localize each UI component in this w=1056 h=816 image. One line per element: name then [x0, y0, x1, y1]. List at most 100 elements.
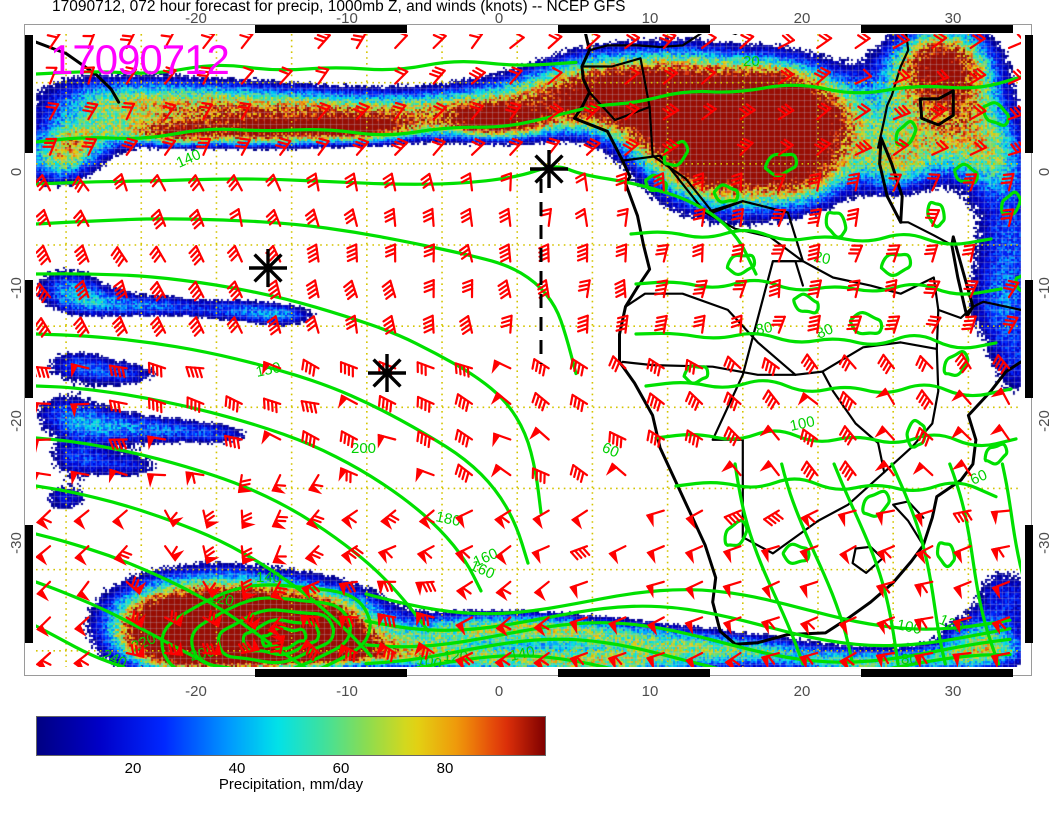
- wind-barb: [730, 314, 743, 334]
- wind-barb: [112, 315, 128, 337]
- date-stamp: 17090712: [50, 36, 230, 83]
- wind-barb: [352, 137, 370, 156]
- wind-barb: [226, 280, 243, 302]
- wind-barb: [278, 66, 293, 85]
- wind-barb: [261, 360, 282, 376]
- wind-barb: [721, 460, 742, 477]
- wind-barb: [74, 279, 90, 301]
- wind-barb: [226, 316, 243, 334]
- x-tick-top-4: 20: [793, 10, 811, 27]
- wind-barb: [306, 243, 320, 263]
- wind-barb: [576, 314, 589, 334]
- wind-barb: [874, 425, 896, 441]
- wind-barb: [108, 399, 128, 413]
- wind-barb: [71, 175, 90, 193]
- wind-barb: [346, 243, 358, 263]
- wind-barb: [813, 66, 831, 85]
- wind-barb: [121, 137, 138, 156]
- wind-barb: [339, 430, 358, 449]
- wind-barb: [990, 509, 1011, 526]
- wind-barb: [224, 395, 243, 413]
- wind-barb: [202, 610, 223, 628]
- wind-barb: [416, 611, 435, 627]
- wind-barb: [569, 358, 589, 377]
- wind-barb: [759, 459, 780, 477]
- wind-barb: [991, 616, 1011, 635]
- wind-barb: [533, 651, 550, 667]
- wind-barb: [377, 395, 397, 413]
- wind-barb: [505, 101, 522, 121]
- wind-barb: [532, 509, 550, 530]
- wind-barb: [470, 137, 486, 156]
- wind-barb: [202, 509, 220, 529]
- contour-label: 150: [254, 359, 282, 381]
- wind-barb: [45, 66, 58, 85]
- wind-barb: [807, 314, 821, 334]
- wind-barb: [892, 68, 911, 85]
- y-tick-left-0: 0: [8, 167, 25, 177]
- wind-barb: [125, 610, 146, 628]
- wind-barb: [700, 66, 717, 85]
- wind-barb: [653, 314, 668, 334]
- wind-barb: [304, 545, 324, 566]
- wind-barb: [684, 358, 704, 375]
- wind-barb: [816, 102, 832, 121]
- wind-barb: [577, 279, 591, 299]
- wind-barb: [875, 509, 896, 527]
- colorbar-tick-0: 20: [124, 760, 142, 777]
- wind-barb: [771, 244, 786, 263]
- wind-barb: [490, 463, 512, 478]
- wind-barb: [376, 580, 397, 595]
- wind-barb: [316, 102, 331, 121]
- wind-barb: [162, 66, 177, 85]
- x-tick-top-5: 30: [944, 10, 962, 27]
- wind-barb: [876, 616, 896, 635]
- wind-barb: [583, 137, 601, 156]
- wind-barb: [692, 172, 705, 192]
- wind-barb: [262, 397, 282, 414]
- ruler-segment-bottom: [255, 669, 407, 677]
- wind-barb: [270, 635, 286, 655]
- wind-barb: [952, 616, 972, 634]
- wind-barb: [961, 243, 976, 263]
- wind-barb: [490, 391, 512, 405]
- wind-barb: [797, 391, 819, 406]
- wind-barb: [912, 461, 934, 477]
- x-tick-bottom-2: 0: [494, 683, 504, 700]
- wind-barb: [653, 172, 665, 192]
- wind-barb: [497, 279, 512, 300]
- x-tick-bottom-3: 10: [641, 683, 659, 700]
- wind-barb: [42, 137, 58, 156]
- wind-barb: [455, 616, 474, 636]
- ruler-segment-right: [1025, 525, 1033, 643]
- wind-barb: [394, 66, 409, 85]
- contour-label: 140: [256, 569, 281, 586]
- wind-barb: [149, 245, 167, 263]
- wind-barb: [646, 616, 665, 636]
- x-tick-bottom-1: -10: [336, 683, 358, 700]
- wind-barb: [700, 34, 717, 50]
- colorbar-tick-2: 60: [332, 760, 350, 777]
- wind-barb: [150, 208, 167, 230]
- wind-barb: [112, 173, 128, 192]
- wind-barb: [375, 642, 397, 663]
- ruler-segment-bottom: [558, 669, 710, 677]
- wind-barb: [125, 643, 145, 659]
- wind-barb: [961, 315, 977, 334]
- wind-barb: [314, 34, 331, 50]
- asterisk-marker: [530, 150, 568, 188]
- wind-barb: [951, 459, 972, 477]
- wind-barb: [415, 580, 437, 596]
- wind-barb: [491, 359, 512, 374]
- wind-barb: [69, 402, 90, 418]
- wind-barb: [645, 509, 665, 528]
- wind-barb: [164, 545, 185, 562]
- wind-barb: [270, 580, 288, 601]
- wind-barb: [989, 423, 1011, 441]
- wind-barb: [340, 545, 364, 566]
- wind-barb: [240, 611, 262, 631]
- wind-barb: [423, 279, 435, 299]
- wind-barb: [392, 101, 407, 121]
- wind-barb: [569, 580, 589, 599]
- wind-barb: [614, 279, 627, 299]
